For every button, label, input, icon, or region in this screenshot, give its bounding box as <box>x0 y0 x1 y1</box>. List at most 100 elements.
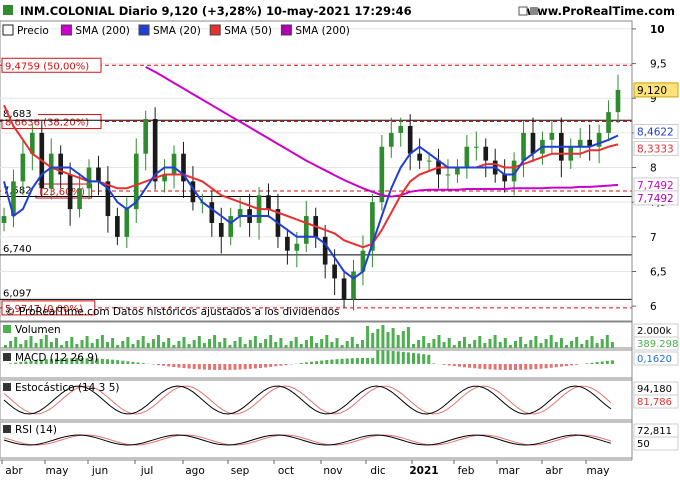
month-label: sep <box>231 465 250 477</box>
candle <box>521 121 526 178</box>
instrument-icon <box>3 5 13 15</box>
candle <box>473 131 479 161</box>
legend-label: SMA (200) <box>75 25 129 37</box>
chart-header: INM.COLONIAL Diario 9,120 (+3,28%) 10-ma… <box>0 0 680 20</box>
rsi-panel-label: RSI (14) <box>15 424 57 436</box>
rsi-panel-value: 50 <box>637 439 650 450</box>
candle <box>266 183 271 218</box>
macd-panel-label: MACD (12 26 9) <box>15 352 98 364</box>
candle <box>1 207 7 232</box>
month-label: jun <box>91 465 108 477</box>
candle <box>11 169 16 228</box>
candle <box>341 270 347 308</box>
legend-label: SMA (20) <box>153 25 201 37</box>
candle <box>67 162 73 226</box>
price-tick-label: 6 <box>650 301 657 313</box>
candle <box>86 159 92 200</box>
candle <box>417 138 422 169</box>
volume-panel-label: Volumen <box>15 324 61 336</box>
window-icon[interactable] <box>518 6 528 16</box>
settings-icon[interactable] <box>530 7 538 15</box>
candle <box>115 207 120 246</box>
toolbar-icons[interactable] <box>518 6 538 16</box>
price-tick-label: 10 <box>650 24 665 36</box>
month-label: nov <box>323 465 342 477</box>
rsi-panel: RSI (14) 72,811 50 <box>0 421 679 459</box>
price-marker <box>633 140 679 156</box>
candle <box>133 138 139 223</box>
price-tick-label: 9 <box>650 93 657 105</box>
price-marker <box>633 82 679 98</box>
legend-label: SMA (200) <box>295 25 349 37</box>
price-marker-label: 8,3333 <box>637 143 674 155</box>
candle <box>48 138 54 200</box>
candle <box>143 110 149 171</box>
legend-swatch <box>2 24 14 36</box>
month-label: may <box>46 465 69 477</box>
support-lines: 8,683 7,582 6,740 6,097 <box>0 107 632 300</box>
candle <box>20 138 26 196</box>
price-tick-label: 8 <box>650 163 657 175</box>
support-label-bg <box>1 241 38 254</box>
stochastic-panel-value: 81,786 <box>637 397 672 408</box>
candle <box>322 225 328 279</box>
legend-swatch <box>60 24 72 36</box>
candle <box>398 117 404 147</box>
price-marker-label: 9,120 <box>637 85 667 97</box>
price-candles <box>1 74 621 311</box>
month-axis: abr may jun jul ago sep oct nov dic 2021 feb mar abr… <box>0 459 632 477</box>
price-marker-label: 7,7492 <box>637 180 674 192</box>
legend-label: Precio <box>17 25 49 37</box>
candle <box>615 74 621 124</box>
legend-item: SMA (200) <box>280 24 350 37</box>
support-label: 6,740 <box>3 244 32 255</box>
price-tick-label: 6,5 <box>650 266 667 278</box>
source-label: www.ProRealTime.com <box>526 4 675 18</box>
candle <box>587 124 592 161</box>
sma50-line <box>3 104 619 249</box>
chart-title: INM.COLONIAL Diario 9,120 (+3,28%) 10-ma… <box>20 4 412 18</box>
fib-label: (23,60%) <box>39 187 85 198</box>
candle <box>379 134 385 211</box>
candle <box>181 141 186 199</box>
support-label: 6,097 <box>3 288 32 299</box>
candle <box>105 166 111 233</box>
indicator-panels: Volumen 2.000k 389.298 MACD (12 26 9) 0,1620… <box>0 321 679 459</box>
candle <box>370 193 375 268</box>
volume-panel-value: 389.298 <box>637 339 678 350</box>
month-label: oct <box>278 465 294 477</box>
month-label: mar <box>499 465 521 477</box>
legend-item: SMA (20) <box>138 24 201 37</box>
fib-label: 9,4759 (50,00%) <box>5 61 89 72</box>
candle <box>455 159 460 183</box>
support-label-bg <box>1 183 38 196</box>
candle <box>388 117 394 158</box>
rsi-panel-value: 72,811 <box>637 426 672 437</box>
moving-averages <box>3 66 619 280</box>
candle <box>209 190 215 237</box>
month-label: 2021 <box>409 465 438 477</box>
legend-swatch <box>138 24 150 36</box>
price-tick-label: 9,5 <box>650 59 667 71</box>
support-label-bg <box>1 286 38 299</box>
candle <box>407 114 413 171</box>
price-tick-label: 7 <box>650 232 657 244</box>
candle <box>96 155 101 196</box>
stochastic-panel-value: 94,180 <box>637 384 672 395</box>
candle <box>502 159 507 193</box>
fib-label: 5,9747 (0,00%) <box>5 304 83 315</box>
stochastic-panel: Estocástico (14 3 5) 94,180 81,786 <box>0 379 679 421</box>
candle <box>445 159 451 192</box>
volume-panel: Volumen 2.000k 389.298 <box>0 321 679 351</box>
legend-label: SMA (50) <box>224 25 272 37</box>
candle <box>162 159 167 193</box>
fib-label-box <box>1 57 102 73</box>
month-label: ago <box>185 465 205 477</box>
legend-item: SMA (50) <box>209 24 272 37</box>
sma20-line <box>3 134 619 280</box>
macd-panel-value: 0,1620 <box>637 354 672 365</box>
candle <box>464 134 470 179</box>
legend-item: Precio <box>2 24 49 37</box>
